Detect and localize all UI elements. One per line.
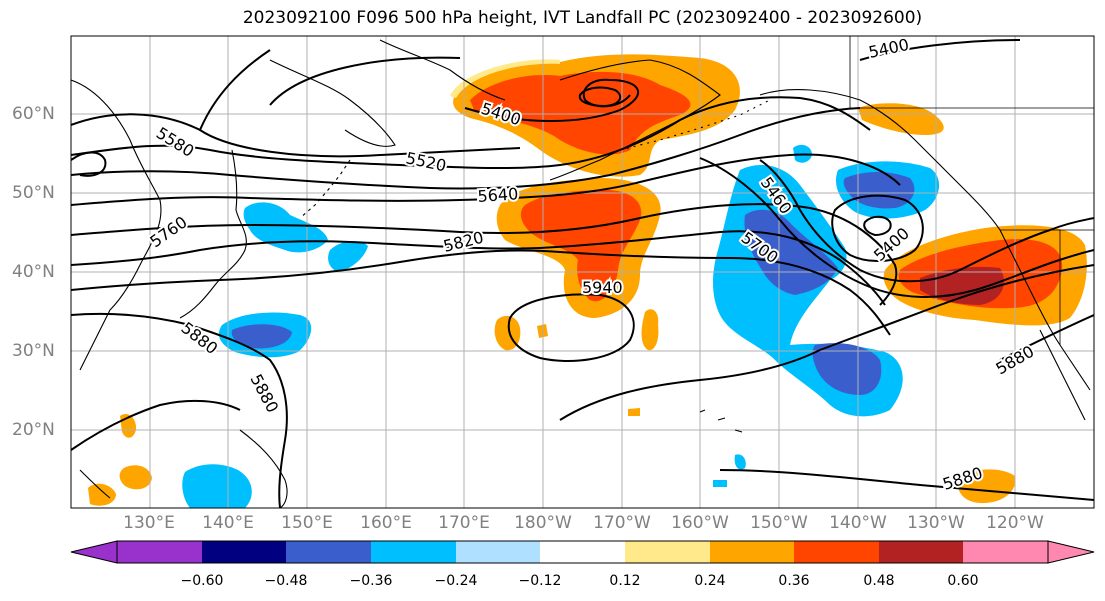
colorbar-extend-left xyxy=(70,540,118,564)
latitude-label: 20°N xyxy=(12,420,55,440)
colorbar-segment xyxy=(625,541,710,563)
contour-label: 5940 xyxy=(582,278,623,297)
colorbar-segment xyxy=(540,541,625,563)
ivt-negative-subtrop-inner xyxy=(231,324,292,349)
coast-siberia xyxy=(379,39,506,101)
ivt-positive-se xyxy=(957,469,1016,504)
longitude-label: 130°W xyxy=(907,513,965,533)
ivt-negative-south2 xyxy=(734,454,746,470)
contour-low-closed xyxy=(831,194,924,262)
longitude-label: 120°W xyxy=(986,513,1044,533)
colorbar-label: −0.36 xyxy=(349,573,393,589)
coast-sakhalin-japan xyxy=(179,149,247,319)
contour-5640 xyxy=(71,153,901,206)
contour-far-west xyxy=(71,151,107,177)
longitude-label: 140°E xyxy=(202,513,254,533)
colorbar-segment xyxy=(117,541,202,563)
ivt-positive-sw3 xyxy=(88,483,116,506)
longitude-label: 130°E xyxy=(123,513,175,533)
ivt-positive-small4 xyxy=(628,408,640,416)
latitude-label: 30°N xyxy=(12,341,55,361)
contour-5580 xyxy=(71,113,521,158)
contour-5880-east2 xyxy=(999,314,1094,361)
contour-trough1 xyxy=(759,159,1094,283)
longitude-label: 160°E xyxy=(360,513,412,533)
ivt-positive-bering-yellow xyxy=(450,59,560,98)
longitude-label: 150°W xyxy=(750,513,808,533)
ivt-negative-japan2 xyxy=(328,241,368,272)
contour-5400-alaska xyxy=(859,39,1021,61)
ivt-positive-bering-inner xyxy=(470,71,691,155)
longitude-label: 140°W xyxy=(829,513,887,533)
contour-5760 xyxy=(71,230,886,306)
coastlines xyxy=(71,39,1091,508)
coast-gulf-alaska xyxy=(759,89,1001,231)
colorbar-label: 0.36 xyxy=(778,573,810,589)
colorbar-segment xyxy=(456,541,540,563)
colorbar xyxy=(70,540,1095,564)
map-gridlines xyxy=(71,36,1094,508)
height-contours xyxy=(71,39,1094,508)
coast-alaska xyxy=(549,59,721,181)
coast-png xyxy=(239,429,288,508)
longitude-label: 170°E xyxy=(438,513,490,533)
ivt-negative-trough-south xyxy=(812,343,882,395)
colorbar-label: 0.24 xyxy=(694,573,726,589)
contour-ridge-west xyxy=(199,49,271,131)
coast-kurils xyxy=(299,159,351,219)
colorbar-extend-right xyxy=(1047,540,1095,564)
coast-na-west xyxy=(999,229,1091,391)
colorbar-segment xyxy=(371,541,456,563)
contour-low-inner xyxy=(863,215,892,237)
contour-5400-north xyxy=(269,56,461,106)
latitude-label: 50°N xyxy=(12,183,55,203)
colorbar-label: −0.24 xyxy=(434,573,478,589)
contour-5820 xyxy=(71,249,891,336)
contour-5880-east xyxy=(559,264,1094,421)
ivt-shading xyxy=(88,54,1087,508)
contour-5580b xyxy=(71,107,861,190)
colorbar-segment xyxy=(710,541,794,563)
coast-baja xyxy=(1039,329,1086,421)
contour-label: 5640 xyxy=(477,184,519,206)
map-frame xyxy=(70,35,1095,509)
contour-5880-south xyxy=(71,399,241,451)
contour-5940 xyxy=(507,293,635,362)
contour-5880-west xyxy=(71,312,288,508)
colorbar-segment xyxy=(879,541,963,563)
colorbar-segment xyxy=(286,541,371,563)
coast-hawaii xyxy=(699,409,743,433)
coast-philippines xyxy=(79,469,111,499)
longitude-label: 180°W xyxy=(514,513,572,533)
contour-trough2 xyxy=(699,157,1094,298)
colorbar-label: −0.60 xyxy=(180,573,224,589)
contour-5880-se xyxy=(719,469,1094,501)
colorbar-label: 0.60 xyxy=(947,573,979,589)
map-title: 2023092100 F096 500 hPa height, IVT Land… xyxy=(242,8,923,28)
colorbar-label: −0.12 xyxy=(518,573,562,589)
colorbar-label: −0.48 xyxy=(264,573,308,589)
colorbar-label: 0.12 xyxy=(609,573,641,589)
ivt-negative-south3 xyxy=(713,480,727,487)
colorbar-segment xyxy=(963,541,1048,563)
ivt-negative-trough-inner xyxy=(744,209,838,295)
ivt-positive-sw2 xyxy=(119,465,152,490)
longitude-label: 170°W xyxy=(593,513,651,533)
ivt-negative-south xyxy=(182,464,252,508)
contour-5700 xyxy=(71,203,898,306)
longitude-label: 160°W xyxy=(671,513,729,533)
ivt-positive-small2 xyxy=(641,309,659,351)
contour-bering-small xyxy=(578,86,622,108)
longitude-label: 150°E xyxy=(281,513,333,533)
latitude-label: 40°N xyxy=(12,262,55,282)
contour-5520 xyxy=(71,96,871,170)
latitude-label: 60°N xyxy=(12,104,55,124)
colorbar-label: 0.48 xyxy=(863,573,895,589)
colorbar-segment xyxy=(202,541,286,563)
coast-asia xyxy=(71,79,162,371)
colorbar-segment xyxy=(794,541,879,563)
